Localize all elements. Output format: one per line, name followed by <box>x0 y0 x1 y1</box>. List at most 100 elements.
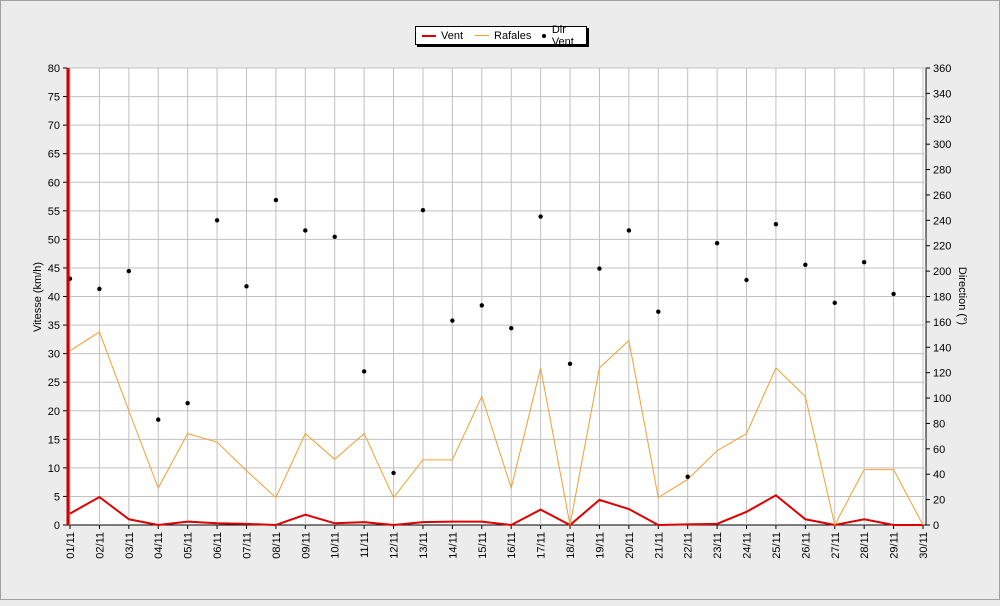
legend-item-dir-vent: Dir Vent <box>537 24 586 48</box>
x-tick-label: 19/11 <box>594 532 606 559</box>
data-point-dir-vent <box>156 417 161 422</box>
legend-label-dir-vent: Dir Vent <box>551 23 574 48</box>
data-point-dir-vent <box>420 207 426 213</box>
y-tick-label: 5 <box>54 491 60 503</box>
x-tick-label: 07/11 <box>241 532 253 559</box>
series-line-rafales <box>69 331 924 527</box>
data-point-dir-vent <box>832 300 837 306</box>
data-point-dir-vent <box>744 277 749 283</box>
data-point-dir-vent <box>273 197 279 203</box>
y2-tick-label: 320 <box>933 114 951 126</box>
legend-label-rafales: Rafales <box>494 29 532 42</box>
data-point-dir-vent <box>714 240 720 246</box>
y2-tick-label: 180 <box>933 292 951 304</box>
x-tick-label: 30/11 <box>918 532 930 559</box>
x-tick-label: 13/11 <box>418 532 430 559</box>
data-point-dir-vent <box>567 361 573 366</box>
y2-tick-label: 280 <box>933 165 951 177</box>
y-axis-title: Vitesse (km/h) <box>32 262 44 332</box>
y2-tick-label: 220 <box>933 241 951 253</box>
x-tick-label: 24/11 <box>742 532 754 559</box>
x-tick-label: 27/11 <box>830 532 842 559</box>
x-tick-label: 11/11 <box>359 532 371 558</box>
x-tick-label: 06/11 <box>212 532 224 559</box>
y2-tick-label: 300 <box>933 139 951 151</box>
data-point-dir-vent <box>361 369 367 374</box>
x-tick-label: 29/11 <box>889 532 901 559</box>
data-point-dir-vent <box>685 474 690 479</box>
x-tick-label: 21/11 <box>653 532 665 559</box>
y-tick-label: 80 <box>48 63 60 75</box>
x-tick-label: 18/11 <box>565 532 577 559</box>
x-tick-label: 16/11 <box>506 532 518 559</box>
y-tick-label: 25 <box>48 377 60 389</box>
y2-tick-label: 200 <box>933 266 951 278</box>
x-tick-label: 08/11 <box>271 532 283 559</box>
data-point-dir-vent <box>597 266 602 271</box>
x-tick-label: 26/11 <box>800 532 812 559</box>
x-tick-label: 10/11 <box>330 532 342 559</box>
y2-tick-label: 340 <box>933 88 951 100</box>
data-point-dir-vent <box>214 218 220 223</box>
y2-tick-label: 0 <box>933 520 939 532</box>
x-tick-label: 22/11 <box>683 532 695 559</box>
legend-swatch-rafales <box>475 35 490 36</box>
x-tick-label: 05/11 <box>183 532 195 559</box>
series-layer <box>66 68 924 527</box>
y2-tick-label: 240 <box>933 215 951 227</box>
x-tick-label: 01/11 <box>65 532 77 559</box>
y-tick-label: 60 <box>48 177 60 189</box>
data-point-dir-vent <box>185 400 190 406</box>
y-tick-label: 15 <box>48 434 60 446</box>
grid <box>67 67 926 525</box>
data-point-dir-vent <box>626 228 632 233</box>
y2-tick-label: 360 <box>933 63 951 75</box>
y2-tick-label: 20 <box>933 495 945 507</box>
data-point-dir-vent <box>126 268 132 274</box>
legend-item-rafales: Rafales <box>475 30 531 42</box>
x-tick-label: 28/11 <box>859 532 871 559</box>
y-tick-label: 50 <box>48 234 60 246</box>
data-point-dir-vent <box>656 309 661 314</box>
y-axis-left: 0 5 10 15 20 25 30 35 40 45 50 55 60 65 70 75 80 <box>48 63 67 532</box>
y2-tick-label: 260 <box>933 190 951 202</box>
legend-label-vent: Vent <box>441 29 464 42</box>
legend-swatch-vent <box>422 34 436 37</box>
x-tick-label: 09/11 <box>300 532 312 559</box>
y2-tick-label: 140 <box>933 342 951 354</box>
data-point-dir-vent <box>244 284 249 289</box>
data-point-dir-vent <box>509 326 514 331</box>
x-tick-label: 25/11 <box>771 532 783 559</box>
x-tick-label: 14/11 <box>447 532 459 559</box>
y-tick-label: 35 <box>48 320 60 332</box>
y2-tick-label: 120 <box>933 368 951 380</box>
x-tick-label: 03/11 <box>124 532 136 559</box>
y2-tick-label: 80 <box>933 418 945 430</box>
y-tick-label: 65 <box>48 149 60 161</box>
data-point-dir-vent <box>479 303 484 308</box>
y-tick-label: 40 <box>48 292 60 304</box>
x-tick-label: 15/11 <box>477 532 489 559</box>
x-tick-label: 20/11 <box>624 532 636 559</box>
data-point-dir-vent <box>538 214 543 219</box>
data-point-dir-vent <box>391 470 396 476</box>
x-axis: 01/11 02/11 03/11 04/11 05/11 06/11 07/11 08/11… <box>65 525 930 559</box>
y-tick-label: 0 <box>54 520 60 532</box>
data-point-dir-vent <box>450 318 455 323</box>
y2-tick-label: 40 <box>933 469 945 481</box>
data-point-dir-vent <box>803 262 808 267</box>
y-tick-label: 75 <box>48 92 60 104</box>
series-line-vent <box>69 494 923 527</box>
y-tick-label: 55 <box>48 206 60 218</box>
x-tick-label: 17/11 <box>536 532 548 559</box>
y-tick-label: 45 <box>48 263 60 275</box>
y-tick-label: 20 <box>48 406 60 418</box>
legend-marker-dir-vent <box>542 33 546 38</box>
y-tick-label: 70 <box>48 120 60 132</box>
y-axis-right: 0 20 40 60 80 100 120 140 160 180 200 220 240 260 280 3… <box>926 63 951 532</box>
y2-tick-label: 100 <box>933 393 951 405</box>
data-point-dir-vent <box>773 221 779 227</box>
legend-item-vent: Vent <box>422 30 463 42</box>
